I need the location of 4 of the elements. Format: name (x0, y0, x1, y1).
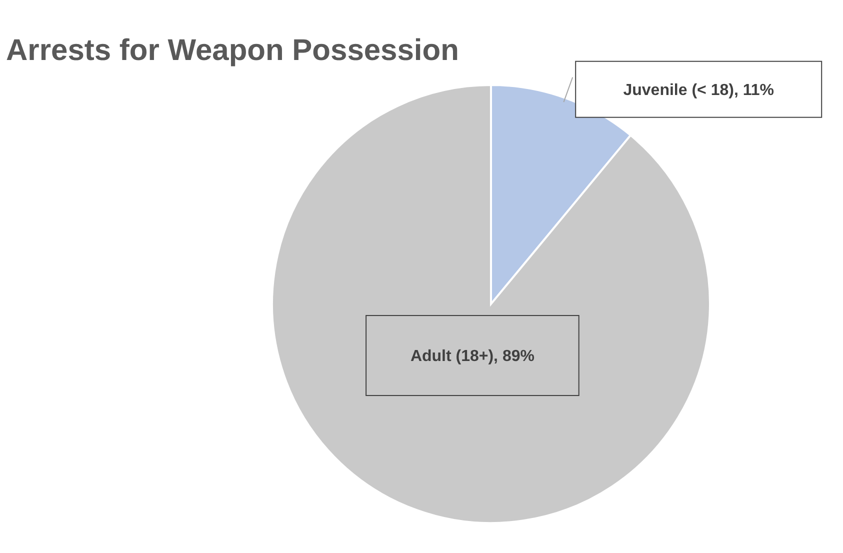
slice-label: Adult (18+), 89% (410, 348, 534, 366)
pie-slice (271, 84, 711, 524)
slice-label: Juvenile (< 18), 11% (623, 82, 774, 99)
chart-title: Arrests for Weapon Possession (6, 34, 459, 67)
